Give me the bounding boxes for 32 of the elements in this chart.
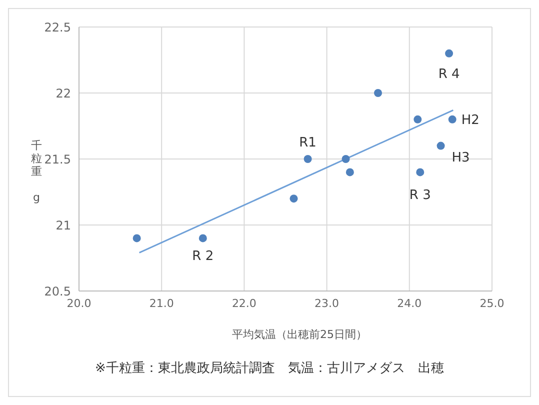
point <box>132 234 141 242</box>
point <box>374 89 382 97</box>
text: ※千粒重：東北農政局統計調査 気温：古川アメダス 出穂 <box>94 360 445 377</box>
point <box>342 155 350 163</box>
point <box>416 168 424 176</box>
y-tick-label: 21 <box>56 218 71 232</box>
point <box>304 155 312 163</box>
point <box>290 194 298 203</box>
point <box>414 115 422 124</box>
x-tick-label: 25.0 <box>480 296 504 310</box>
x-tick-label: 21.0 <box>149 296 174 310</box>
annotation: R 4 <box>438 67 460 82</box>
y-tick-label: 20.5 <box>44 284 71 298</box>
annotation: H2 <box>461 113 480 128</box>
x-tick-label: 20.0 <box>66 296 92 310</box>
y-tick-label: 22.5 <box>44 20 71 34</box>
annotation: R1 <box>299 136 316 151</box>
point <box>346 168 354 176</box>
x-axis-title: 平均気温（出穂前25日間） <box>231 327 368 342</box>
y-tick-label: 22 <box>56 86 71 100</box>
point <box>448 115 456 124</box>
point <box>445 49 454 58</box>
point <box>198 234 207 242</box>
point <box>436 142 445 150</box>
y-tick-label: 21.5 <box>44 152 71 166</box>
x-tick-label: 24.0 <box>397 296 422 310</box>
annotation: R 3 <box>409 188 431 203</box>
annotation: R 2 <box>192 248 214 264</box>
y-axis-title: 千粒重 g <box>31 139 42 204</box>
x-tick-label: 23.0 <box>314 296 340 310</box>
annotation: H3 <box>452 150 470 166</box>
x-tick-label: 22.0 <box>232 296 256 310</box>
